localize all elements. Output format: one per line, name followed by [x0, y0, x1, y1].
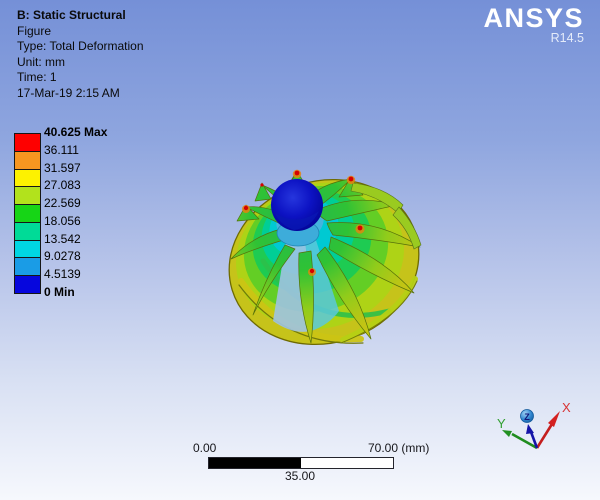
legend-label: 9.0278: [44, 249, 81, 264]
rim-blade-flaps: [350, 182, 422, 250]
annotation-date: 17-Mar-19 2:15 AM: [17, 85, 120, 100]
legend-band: [15, 169, 40, 188]
scale-ruler: [208, 457, 394, 469]
annotation-time: Time: 1: [17, 70, 57, 84]
result-annotation: B: Static Structural Figure Type: Total …: [17, 8, 144, 101]
legend-label: 27.083: [44, 178, 81, 193]
legend-band: [15, 151, 40, 170]
legend-band: [15, 205, 40, 223]
max-deformation-hotspots: [242, 169, 365, 276]
legend-label: 36.111: [44, 142, 79, 157]
scale-ruler-black-half: [209, 458, 301, 468]
annotation-figure: Figure: [17, 23, 52, 38]
triad-z-ball: [520, 409, 534, 423]
legend-band: [15, 240, 40, 259]
coordinate-triad: X Y Z: [497, 400, 571, 450]
legend-label: 18.056: [44, 213, 81, 228]
legend-label: 4.5139: [44, 267, 81, 282]
legend-band: [15, 258, 40, 277]
scale-min-label: 0.00: [193, 441, 217, 455]
ansys-release: R14.5: [550, 31, 584, 45]
ansys-logo: ANSYS: [483, 3, 584, 33]
triad-y-axis: Y: [497, 416, 538, 450]
triad-x-axis: X: [535, 400, 571, 449]
analysis-title: B: Static Structural: [17, 8, 126, 22]
legend-band: [15, 187, 40, 206]
legend-band: [15, 222, 40, 241]
triad-x-label: X: [562, 400, 571, 415]
scale-mid-label: 35.00: [284, 469, 316, 483]
legend-labels: 40.625 Max 36.111 31.597 27.083 22.569 1…: [44, 124, 107, 302]
contour-legend: [14, 133, 41, 294]
legend-label-min: 0 Min: [44, 284, 75, 299]
triad-z-axis: Z: [520, 409, 539, 449]
scale-max-label: 70.00 (mm): [368, 441, 430, 455]
legend-label: 13.542: [44, 231, 81, 246]
legend-band: [15, 134, 40, 152]
annotation-unit: Unit: mm: [17, 54, 65, 69]
hub-nose-shade: [275, 211, 319, 230]
ansys-brand: ANSYS R14.5: [483, 4, 584, 45]
triad-z-label: Z: [524, 412, 530, 422]
legend-label: 31.597: [44, 160, 81, 175]
triad-y-label: Y: [497, 416, 506, 431]
impeller-model[interactable]: [193, 143, 455, 383]
annotation-type: Type: Total Deformation: [17, 39, 144, 53]
legend-label-max: 40.625 Max: [44, 125, 108, 139]
legend-label: 22.569: [44, 196, 81, 211]
legend-band: [15, 276, 40, 294]
